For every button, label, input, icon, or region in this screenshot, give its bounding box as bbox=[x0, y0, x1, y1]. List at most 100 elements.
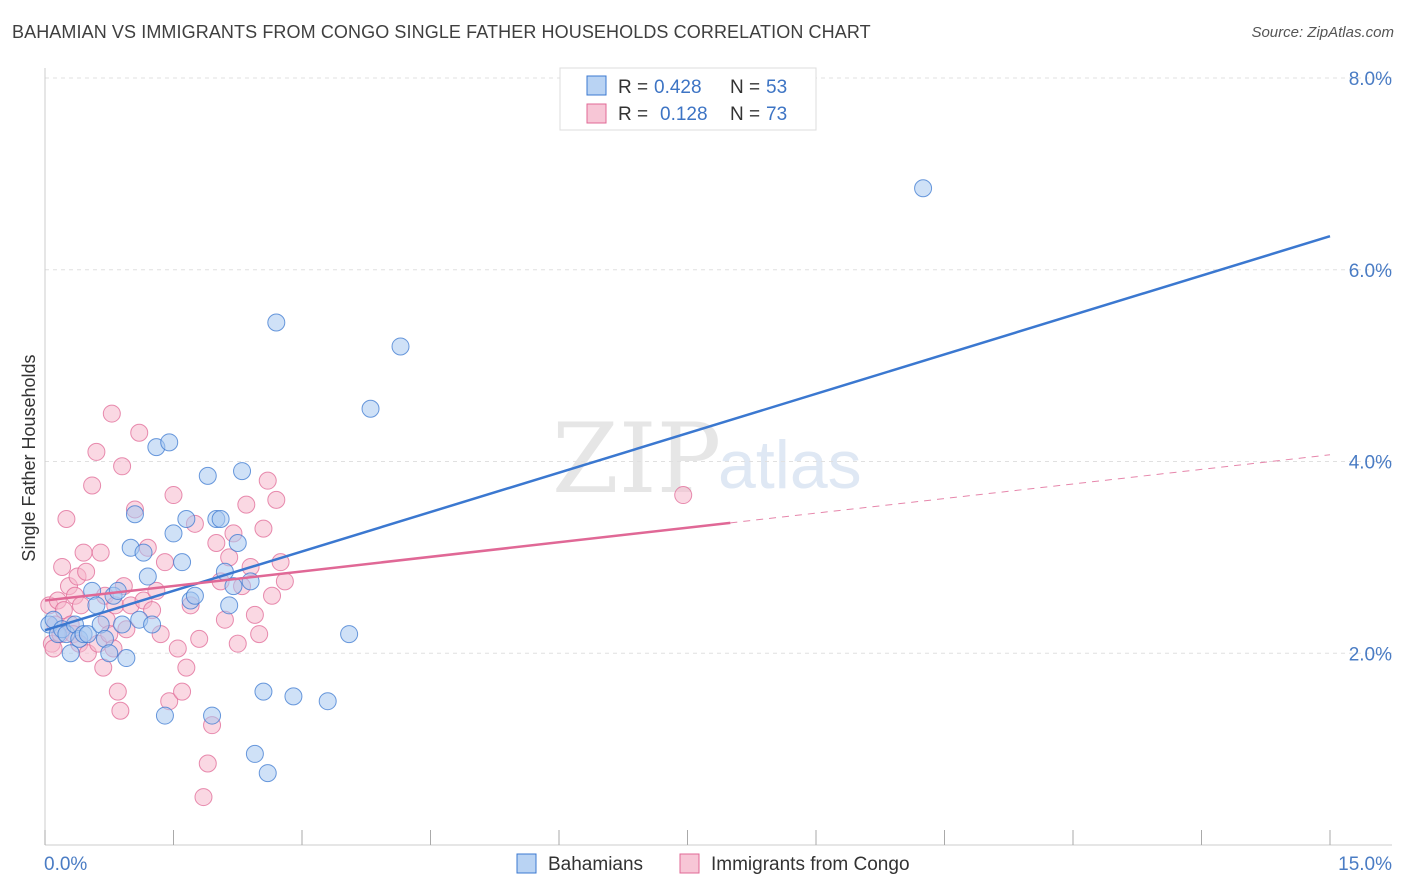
y-tick-label-2: 6.0% bbox=[1349, 261, 1392, 282]
congo-point-22 bbox=[91, 543, 110, 562]
congo-point-8 bbox=[57, 510, 76, 529]
y-axis-label: Single Father Households bbox=[19, 354, 39, 561]
congo-point-19 bbox=[83, 476, 102, 495]
bahamians-point-22 bbox=[134, 543, 153, 562]
trend-lines bbox=[44, 234, 1331, 632]
congo-point-20 bbox=[87, 442, 106, 461]
bahamians-point-17 bbox=[113, 615, 132, 634]
congo-point-32 bbox=[113, 457, 132, 476]
bahamians-point-9 bbox=[78, 625, 97, 644]
grid-lines bbox=[45, 77, 1392, 654]
trend-line-0 bbox=[44, 234, 1331, 632]
legend-swatch-blue bbox=[586, 75, 607, 96]
bahamians-point-44 bbox=[254, 682, 273, 701]
bahamians-point-48 bbox=[318, 692, 337, 711]
bahamians-point-32 bbox=[185, 586, 204, 605]
congo-point-31 bbox=[111, 701, 130, 720]
bottom-legend: Bahamians Immigrants from Congo bbox=[516, 853, 910, 875]
trend-line-2 bbox=[730, 454, 1331, 524]
bahamians-point-18 bbox=[117, 649, 136, 668]
trend-line-1 bbox=[44, 521, 731, 602]
congo-point-17 bbox=[77, 562, 96, 581]
legend-r-label-2: R = bbox=[618, 104, 648, 125]
tick-labels: 2.0% 4.0% 6.0% 8.0% 0.0% 15.0% bbox=[44, 69, 1392, 875]
congo-point-71 bbox=[275, 572, 294, 591]
congo-point-47 bbox=[173, 682, 192, 701]
congo-point-69 bbox=[267, 490, 286, 509]
congo-point-53 bbox=[198, 754, 217, 773]
bahamians-point-38 bbox=[220, 596, 239, 615]
congo-point-60 bbox=[228, 634, 247, 653]
bahamians-point-41 bbox=[233, 462, 252, 481]
congo-point-15 bbox=[71, 596, 90, 615]
bottom-legend-bahamians: Bahamians bbox=[548, 854, 643, 875]
bahamians-point-36 bbox=[211, 510, 230, 529]
top-legend: R = 0.428 N = 53 R = 0.128 N = 73 bbox=[559, 67, 817, 131]
source-label: Source: ZipAtlas.com bbox=[1251, 24, 1394, 41]
congo-point-52 bbox=[194, 788, 213, 807]
watermark-atlas: atlas bbox=[718, 427, 862, 503]
legend-n-value-2: 73 bbox=[766, 104, 787, 125]
bahamians-point-52 bbox=[914, 179, 933, 198]
y-tick-label-1: 4.0% bbox=[1349, 453, 1392, 474]
bahamians-point-29 bbox=[173, 553, 192, 572]
legend-r-value-1: 0.428 bbox=[654, 77, 702, 98]
watermark-zip: ZIP bbox=[552, 403, 721, 515]
bahamians-point-11 bbox=[87, 596, 106, 615]
bahamians-point-40 bbox=[228, 533, 247, 552]
bahamians-point-45 bbox=[258, 764, 277, 783]
chart-title: BAHAMIAN VS IMMIGRANTS FROM CONGO SINGLE… bbox=[12, 22, 871, 42]
bottom-legend-swatch-pink bbox=[679, 853, 700, 874]
congo-point-67 bbox=[258, 471, 277, 490]
bottom-legend-congo: Immigrants from Congo bbox=[711, 854, 910, 875]
congo-point-6 bbox=[53, 557, 72, 576]
congo-point-62 bbox=[237, 495, 256, 514]
congo-point-27 bbox=[102, 404, 121, 423]
bahamians-point-30 bbox=[177, 510, 196, 529]
bahamians-point-49 bbox=[340, 625, 359, 644]
congo-point-37 bbox=[130, 423, 149, 442]
bahamians-point-43 bbox=[245, 744, 264, 763]
congo-point-43 bbox=[155, 553, 174, 572]
bahamians-point-51 bbox=[391, 337, 410, 356]
congo-point-30 bbox=[108, 682, 127, 701]
x-tick-label-1: 15.0% bbox=[1338, 854, 1392, 875]
bahamians-point-26 bbox=[155, 706, 174, 725]
x-tick-label-0: 0.0% bbox=[44, 854, 87, 875]
legend-r-value-2: 0.128 bbox=[660, 104, 708, 125]
congo-point-64 bbox=[245, 605, 264, 624]
congo-point-45 bbox=[164, 486, 183, 505]
bahamians-point-23 bbox=[138, 567, 157, 586]
bahamians-point-46 bbox=[267, 313, 286, 332]
congo-point-16 bbox=[74, 543, 93, 562]
legend-n-label-2: N = bbox=[730, 104, 760, 125]
congo-point-68 bbox=[263, 586, 282, 605]
series-bahamians-points bbox=[40, 179, 933, 783]
y-tick-label-3: 8.0% bbox=[1349, 69, 1392, 90]
congo-point-66 bbox=[254, 519, 273, 538]
bahamians-point-50 bbox=[361, 399, 380, 418]
legend-swatch-pink bbox=[586, 103, 607, 124]
bahamians-point-24 bbox=[143, 615, 162, 634]
bahamians-point-28 bbox=[164, 524, 183, 543]
bahamians-point-33 bbox=[198, 466, 217, 485]
bottom-legend-swatch-blue bbox=[516, 853, 537, 874]
bahamians-point-20 bbox=[125, 505, 144, 524]
bahamians-point-47 bbox=[284, 687, 303, 706]
bahamians-point-39 bbox=[224, 577, 243, 596]
bahamians-point-14 bbox=[100, 644, 119, 663]
bahamians-point-27 bbox=[160, 433, 179, 452]
bahamians-point-5 bbox=[61, 644, 80, 663]
legend-n-label-1: N = bbox=[730, 77, 760, 98]
congo-point-55 bbox=[207, 533, 226, 552]
congo-point-46 bbox=[168, 639, 187, 658]
congo-point-65 bbox=[250, 625, 269, 644]
bahamians-point-34 bbox=[203, 706, 222, 725]
y-tick-label-0: 2.0% bbox=[1349, 644, 1392, 665]
congo-point-48 bbox=[177, 658, 196, 677]
legend-r-label-1: R = bbox=[618, 77, 648, 98]
congo-point-72 bbox=[674, 486, 693, 505]
congo-point-51 bbox=[190, 629, 209, 648]
axes bbox=[44, 68, 1392, 846]
